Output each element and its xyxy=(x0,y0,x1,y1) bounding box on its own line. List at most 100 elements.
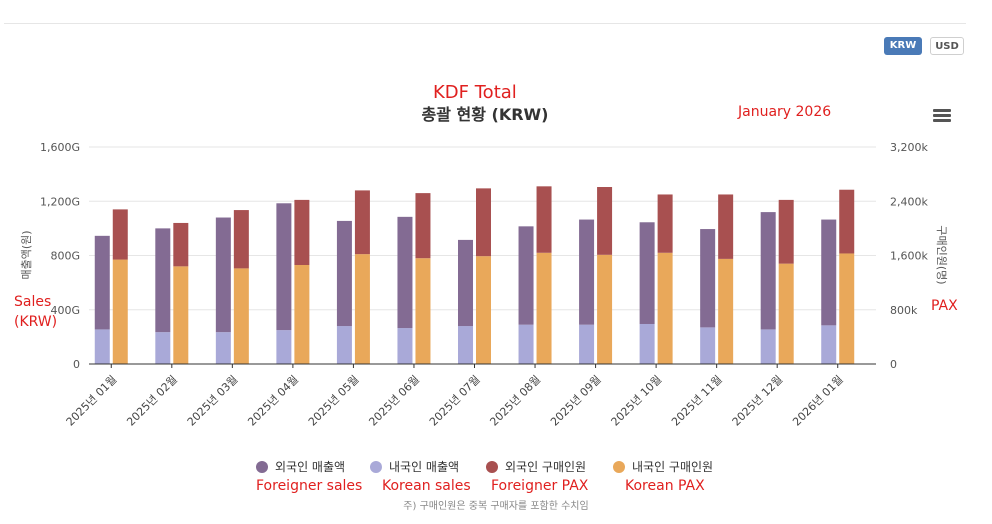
x-tick-label: 2025년 07월 xyxy=(427,373,483,429)
korean-sales-annotation: Korean sales xyxy=(382,478,471,494)
bar-korean-sales[interactable] xyxy=(760,329,776,364)
bar-korean-sales[interactable] xyxy=(155,332,171,364)
bar-korean-sales[interactable] xyxy=(821,325,837,364)
x-tick-label: 2025년 09월 xyxy=(548,373,604,429)
bar-foreign-sales[interactable] xyxy=(760,212,776,330)
x-tick-label: 2026년 01월 xyxy=(790,373,846,429)
bar-foreign-pax[interactable] xyxy=(173,222,189,267)
x-tick-label: 2025년 02월 xyxy=(124,373,180,429)
bar-foreign-pax[interactable] xyxy=(778,199,794,264)
bar-foreign-sales[interactable] xyxy=(579,219,595,325)
legend-dot-icon xyxy=(256,460,268,473)
bar-korean-sales[interactable] xyxy=(215,332,231,364)
bar-foreign-sales[interactable] xyxy=(94,235,110,330)
bar-foreign-sales[interactable] xyxy=(397,216,413,329)
bar-korean-pax[interactable] xyxy=(476,256,491,364)
bar-korean-pax[interactable] xyxy=(778,263,794,364)
y-tick-label: 800G xyxy=(50,250,80,263)
legend-label: 외국인 매출액 xyxy=(275,460,346,474)
y2-tick-label: 3,200k xyxy=(890,141,928,154)
bar-foreign-sales[interactable] xyxy=(215,217,231,333)
bar-korean-sales[interactable] xyxy=(458,326,473,364)
x-tick-label: 2025년 01월 xyxy=(64,373,120,429)
chart-title: 총괄 현황 (KRW) xyxy=(421,105,548,124)
x-tick-label: 2025년 06월 xyxy=(366,373,422,429)
bar-korean-pax[interactable] xyxy=(718,258,734,364)
bar-korean-sales[interactable] xyxy=(579,324,595,364)
krw-currency-button[interactable]: KRW xyxy=(884,37,922,55)
bar-korean-sales[interactable] xyxy=(336,326,352,364)
y2-axis-title: 구매인원(명) xyxy=(935,225,948,284)
bar-foreign-pax[interactable] xyxy=(112,209,128,260)
bar-korean-sales[interactable] xyxy=(276,330,292,364)
bar-foreign-pax[interactable] xyxy=(415,193,431,259)
bar-foreign-pax[interactable] xyxy=(718,194,734,259)
top-divider xyxy=(4,23,966,24)
sales-annotation-line1: Sales xyxy=(14,294,52,310)
x-tick-label: 2025년 04월 xyxy=(245,373,301,429)
bar-foreign-sales[interactable] xyxy=(276,203,292,331)
legend-foreign-sales[interactable]: 외국인 매출액 xyxy=(256,458,345,475)
sales-annotation-line2: (KRW) xyxy=(14,314,58,330)
bar-korean-sales[interactable] xyxy=(397,328,413,364)
legend-foreign-pax[interactable]: 외국인 구매인원 xyxy=(486,458,586,475)
bar-foreign-pax[interactable] xyxy=(536,186,552,253)
x-tick-label: 2025년 08월 xyxy=(487,373,543,429)
bar-korean-pax[interactable] xyxy=(839,253,855,364)
legend-dot-icon xyxy=(486,460,498,473)
foreigner-pax-annotation: Foreigner PAX xyxy=(491,478,589,494)
bar-korean-sales[interactable] xyxy=(639,323,655,364)
kdf-total-annotation: KDF Total xyxy=(433,82,517,103)
bar-foreign-pax[interactable] xyxy=(233,210,249,269)
bar-foreign-sales[interactable] xyxy=(155,228,171,333)
bar-korean-pax[interactable] xyxy=(536,252,552,364)
bar-korean-pax[interactable] xyxy=(415,258,431,364)
bar-korean-pax[interactable] xyxy=(354,254,370,364)
legend-dot-icon xyxy=(613,460,625,473)
bar-foreign-pax[interactable] xyxy=(294,199,310,265)
bar-foreign-sales[interactable] xyxy=(639,222,655,324)
bar-korean-pax[interactable] xyxy=(294,264,310,364)
bar-foreign-pax[interactable] xyxy=(597,187,613,255)
y2-tick-label: 0 xyxy=(890,358,897,371)
bar-foreign-sales[interactable] xyxy=(821,219,837,326)
january-annotation: January 2026 xyxy=(738,104,832,120)
x-tick-label: 2025년 10월 xyxy=(609,373,665,429)
bar-korean-pax[interactable] xyxy=(112,259,128,364)
legend-dot-icon xyxy=(370,460,382,473)
x-tick-label: 2025년 05월 xyxy=(306,373,362,429)
bar-korean-pax[interactable] xyxy=(597,254,613,364)
sales-krw-annotation: Sales (KRW) xyxy=(14,292,57,332)
bar-foreign-sales[interactable] xyxy=(458,239,473,327)
footnote: 주) 구매인원은 중복 구매자를 포함한 수치임 xyxy=(403,501,589,512)
x-tick-label: 2025년 12월 xyxy=(730,373,786,429)
bar-korean-sales[interactable] xyxy=(518,324,534,364)
bar-korean-pax[interactable] xyxy=(657,252,673,364)
bar-korean-sales[interactable] xyxy=(700,327,716,364)
bar-foreign-sales[interactable] xyxy=(336,220,352,327)
legend-korean-pax[interactable]: 내국인 구매인원 xyxy=(613,458,713,475)
legend-label: 내국인 구매인원 xyxy=(632,460,714,474)
bar-foreign-pax[interactable] xyxy=(657,194,673,253)
bar-foreign-pax[interactable] xyxy=(839,189,855,254)
bar-korean-pax[interactable] xyxy=(233,268,249,364)
bar-korean-sales[interactable] xyxy=(94,329,110,364)
usd-currency-button[interactable]: USD xyxy=(930,37,964,55)
y-tick-label: 0 xyxy=(73,358,80,371)
y-tick-label: 400G xyxy=(50,304,80,317)
chart-menu-icon[interactable] xyxy=(933,109,951,123)
x-tick-label: 2025년 03월 xyxy=(185,373,241,429)
y-tick-label: 1,600G xyxy=(40,141,80,154)
legend-label: 내국인 매출액 xyxy=(389,460,460,474)
legend-korean-sales[interactable]: 내국인 매출액 xyxy=(370,458,459,475)
bar-korean-pax[interactable] xyxy=(173,266,189,364)
bar-foreign-pax[interactable] xyxy=(476,188,491,257)
y-tick-label: 1,200G xyxy=(40,195,80,208)
x-tick-label: 2025년 11월 xyxy=(669,373,725,429)
bar-foreign-pax[interactable] xyxy=(354,190,370,255)
y2-tick-label: 2,400k xyxy=(890,195,928,208)
bar-foreign-sales[interactable] xyxy=(700,229,716,328)
bar-foreign-sales[interactable] xyxy=(518,226,534,325)
foreigner-sales-annotation: Foreigner sales xyxy=(256,478,363,494)
